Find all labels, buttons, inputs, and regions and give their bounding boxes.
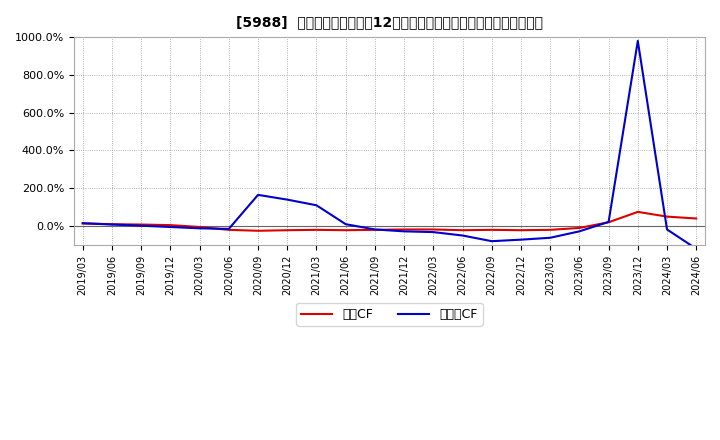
営業CF: [137, 222, 145, 227]
Legend: 営業CF, フリーCF: 営業CF, フリーCF: [296, 303, 483, 326]
営業CF: [634, 209, 642, 215]
フリーCF: [517, 237, 526, 242]
営業CF: [253, 228, 262, 234]
フリーCF: [253, 192, 262, 198]
営業CF: [166, 223, 175, 228]
フリーCF: [225, 226, 233, 231]
営業CF: [429, 227, 438, 232]
フリーCF: [400, 229, 408, 234]
フリーCF: [107, 222, 116, 227]
営業CF: [662, 214, 671, 219]
営業CF: [458, 227, 467, 233]
Line: 営業CF: 営業CF: [83, 212, 696, 231]
Title: [5988]  キャッシュフローの12か月移動合計の対前年同期増減率の推移: [5988] キャッシュフローの12か月移動合計の対前年同期増減率の推移: [236, 15, 543, 29]
フリーCF: [575, 229, 584, 234]
フリーCF: [312, 203, 321, 208]
フリーCF: [137, 223, 145, 228]
フリーCF: [283, 197, 292, 202]
営業CF: [78, 221, 87, 226]
フリーCF: [195, 226, 204, 231]
フリーCF: [166, 224, 175, 230]
フリーCF: [429, 230, 438, 235]
営業CF: [692, 216, 701, 221]
フリーCF: [371, 227, 379, 232]
営業CF: [517, 227, 526, 233]
フリーCF: [546, 235, 554, 240]
営業CF: [283, 227, 292, 233]
営業CF: [107, 221, 116, 227]
営業CF: [575, 225, 584, 231]
営業CF: [341, 227, 350, 233]
営業CF: [604, 220, 613, 225]
営業CF: [225, 227, 233, 232]
営業CF: [546, 227, 554, 232]
営業CF: [371, 227, 379, 232]
Line: フリーCF: フリーCF: [83, 41, 696, 249]
フリーCF: [634, 38, 642, 44]
フリーCF: [662, 227, 671, 232]
フリーCF: [78, 220, 87, 226]
営業CF: [400, 227, 408, 232]
フリーCF: [341, 221, 350, 227]
営業CF: [487, 227, 496, 232]
フリーCF: [692, 246, 701, 251]
フリーCF: [458, 233, 467, 238]
営業CF: [312, 227, 321, 232]
営業CF: [195, 224, 204, 230]
フリーCF: [487, 238, 496, 244]
フリーCF: [604, 219, 613, 224]
